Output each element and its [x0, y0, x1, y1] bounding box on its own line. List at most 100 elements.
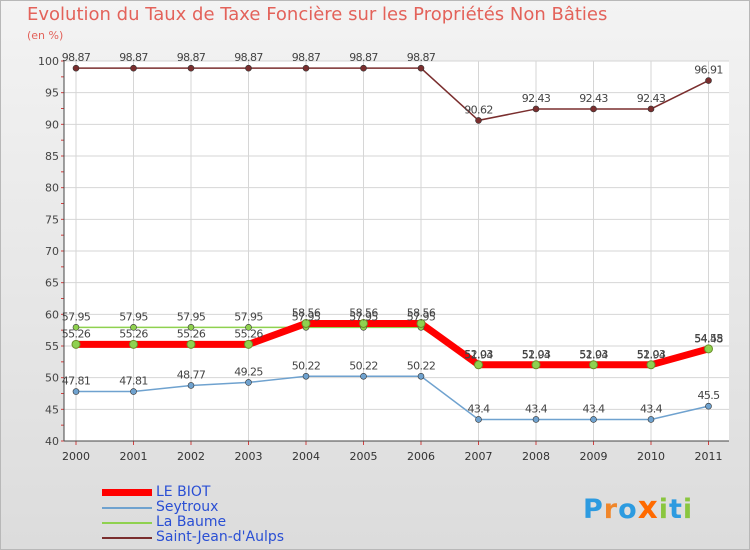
data-label-saint-jean-d-aulps: 92.43 — [522, 92, 551, 105]
data-label-seytroux: 47.81 — [62, 375, 91, 388]
data-label-la-baume: 51.94 — [464, 348, 493, 361]
data-label-le-biot: 55.26 — [177, 327, 206, 340]
data-point-saint-jean-d-aulps — [245, 64, 252, 72]
series-line-seytroux — [76, 375, 709, 421]
x-tick-label: 2011 — [695, 450, 723, 463]
y-tick-label: 75 — [45, 213, 59, 226]
data-label-la-baume: 57.95 — [119, 310, 148, 323]
legend-swatch-le-biot — [102, 489, 152, 496]
data-point-saint-jean-d-aulps — [72, 64, 80, 72]
data-label-saint-jean-d-aulps: 96.91 — [694, 64, 723, 77]
data-label-seytroux: 43.4 — [525, 402, 548, 415]
y-axis-unit: (en %) — [27, 29, 64, 42]
data-point-le-biot — [71, 339, 81, 349]
logo-letter: t — [668, 494, 683, 525]
y-tick-label: 85 — [45, 150, 59, 163]
legend-swatch-seytroux — [102, 507, 152, 509]
x-tick-label: 2004 — [292, 450, 320, 463]
data-label-le-biot: 55.26 — [119, 327, 148, 340]
data-point-le-biot — [301, 318, 311, 328]
y-tick-label: 100 — [38, 55, 59, 68]
x-tick-label: 2005 — [350, 450, 378, 463]
data-label-la-baume: 57.95 — [62, 310, 91, 323]
data-point-saint-jean-d-aulps — [590, 105, 597, 113]
x-tick-label: 2008 — [522, 450, 550, 463]
data-point-seytroux — [705, 402, 712, 410]
legend-label-la-baume: La Baume — [156, 514, 227, 530]
y-tick-label: 70 — [45, 245, 59, 258]
data-point-seytroux — [647, 416, 655, 423]
data-label-le-biot: 54.55 — [694, 332, 723, 345]
y-tick-label: 60 — [45, 308, 59, 321]
data-label-le-biot: 52.03 — [637, 348, 666, 361]
proxiti-logo: Proxiti — [583, 490, 693, 526]
data-label-saint-jean-d-aulps: 98.87 — [292, 51, 321, 64]
x-tick-label: 2002 — [177, 450, 205, 463]
y-tick-label: 40 — [45, 435, 59, 448]
data-point-le-biot — [531, 360, 541, 370]
data-point-seytroux — [532, 416, 540, 423]
data-point-seytroux — [130, 388, 137, 395]
data-label-saint-jean-d-aulps: 98.87 — [62, 51, 91, 64]
data-point-la-baume — [130, 324, 137, 331]
data-point-le-biot — [416, 318, 426, 328]
logo-letter: i — [658, 494, 669, 525]
data-label-seytroux: 43.4 — [582, 402, 605, 415]
data-point-la-baume — [187, 324, 195, 331]
data-point-le-biot — [704, 344, 713, 354]
data-point-seytroux — [417, 372, 425, 380]
data-label-saint-jean-d-aulps: 98.87 — [234, 51, 263, 64]
data-label-la-baume: 54.48 — [694, 332, 723, 345]
y-tick-label: 55 — [45, 340, 59, 353]
data-label-la-baume: 57.95 — [177, 310, 206, 323]
data-label-seytroux: 50.22 — [349, 359, 378, 372]
chart-title: Evolution du Taux de Taxe Foncière sur l… — [27, 4, 608, 25]
data-label-saint-jean-d-aulps: 92.43 — [579, 92, 608, 105]
data-label-le-biot: 58.56 — [292, 306, 321, 319]
data-label-saint-jean-d-aulps: 98.87 — [119, 51, 148, 64]
data-label-le-biot: 55.26 — [62, 327, 91, 340]
data-point-saint-jean-d-aulps — [360, 64, 367, 72]
x-tick-label: 2000 — [62, 450, 90, 463]
x-tick-label: 2007 — [465, 450, 493, 463]
data-point-le-biot — [244, 339, 253, 349]
data-label-le-biot: 55.26 — [234, 327, 263, 340]
logo-letter: P — [583, 494, 604, 525]
data-point-saint-jean-d-aulps — [705, 77, 712, 84]
data-point-saint-jean-d-aulps — [647, 105, 655, 113]
data-point-seytroux — [187, 382, 195, 389]
y-tick-label: 65 — [45, 277, 59, 290]
data-label-seytroux: 48.77 — [177, 368, 206, 381]
data-point-seytroux — [302, 372, 310, 380]
data-label-seytroux: 43.4 — [640, 402, 663, 415]
data-label-la-baume: 51.94 — [522, 348, 551, 361]
data-label-seytroux: 50.22 — [292, 359, 321, 372]
data-point-seytroux — [475, 416, 482, 423]
data-label-la-baume: 57.95 — [349, 310, 378, 323]
data-label-le-biot: 58.56 — [349, 306, 378, 319]
data-label-saint-jean-d-aulps: 92.43 — [637, 92, 666, 105]
data-point-saint-jean-d-aulps — [187, 64, 195, 72]
data-point-saint-jean-d-aulps — [302, 64, 310, 72]
data-label-seytroux: 43.4 — [467, 402, 490, 415]
x-tick-label: 2003 — [235, 450, 263, 463]
data-point-saint-jean-d-aulps — [417, 64, 425, 72]
data-point-saint-jean-d-aulps — [475, 117, 482, 124]
data-label-seytroux: 47.81 — [119, 375, 148, 388]
data-label-seytroux: 50.22 — [407, 359, 436, 372]
data-label-le-biot: 52.03 — [522, 348, 551, 361]
x-tick-label: 2010 — [637, 450, 665, 463]
data-label-saint-jean-d-aulps: 98.87 — [349, 51, 378, 64]
data-label-saint-jean-d-aulps: 90.62 — [464, 103, 493, 116]
logo-letter: i — [682, 494, 694, 525]
x-tick-label: 2001 — [120, 450, 148, 463]
series-line-le-biot — [76, 319, 710, 369]
data-label-le-biot: 58.56 — [407, 306, 436, 319]
data-point-la-baume — [245, 324, 252, 331]
data-point-le-biot — [129, 339, 138, 349]
legend-label-seytroux: Seytroux — [156, 499, 219, 515]
legend-label-saint-jean-d-aulps: Saint-Jean-d'Aulps — [156, 529, 285, 545]
data-point-le-biot — [186, 339, 196, 349]
data-point-seytroux — [590, 416, 597, 423]
